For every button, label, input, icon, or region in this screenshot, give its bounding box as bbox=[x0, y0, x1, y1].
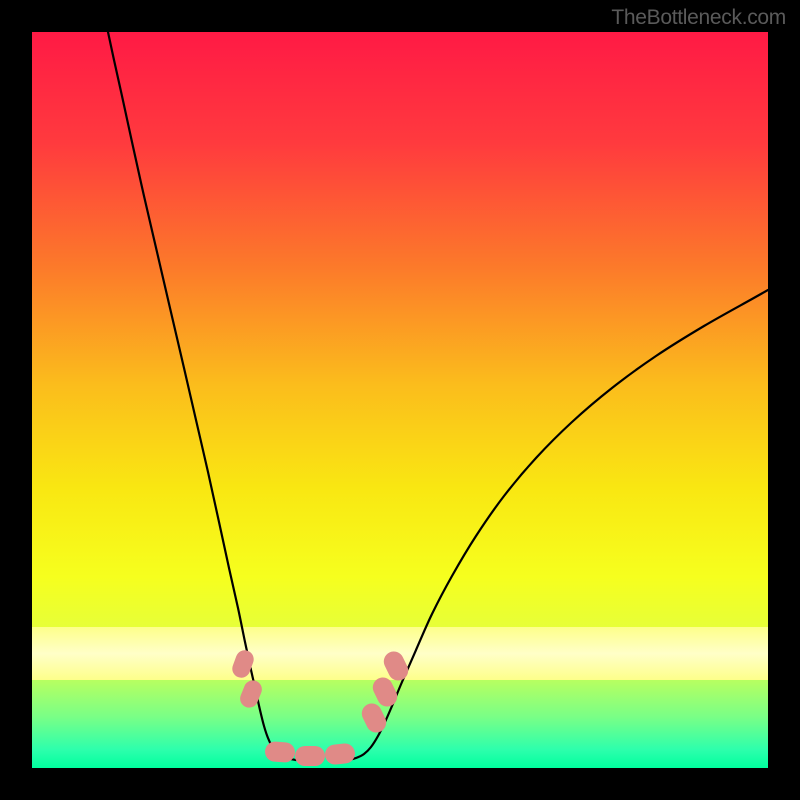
left-curve bbox=[108, 32, 296, 760]
plot-area bbox=[32, 32, 768, 768]
watermark: TheBottleneck.com bbox=[611, 6, 786, 30]
data-marker bbox=[264, 741, 295, 763]
right-curve bbox=[348, 290, 768, 760]
data-marker bbox=[295, 746, 325, 766]
